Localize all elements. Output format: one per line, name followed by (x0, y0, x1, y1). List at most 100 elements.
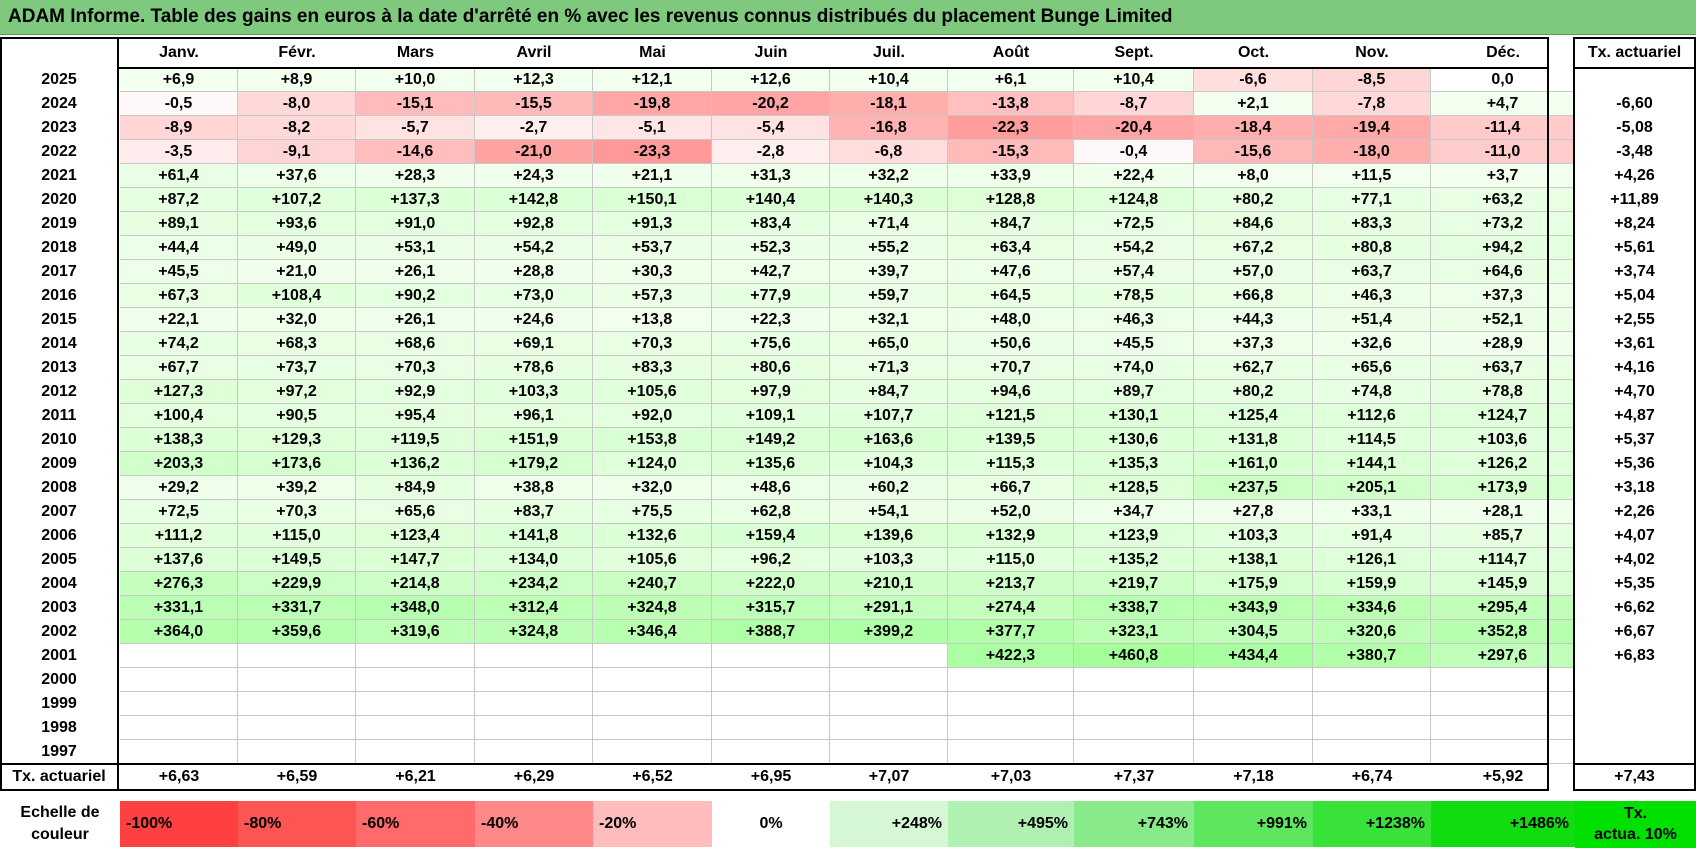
table-cell: +124,7 (1431, 404, 1575, 428)
row-tx-actuariel (1575, 716, 1694, 740)
table-cell: +295,4 (1431, 596, 1575, 620)
table-cell: +70,3 (356, 356, 475, 380)
table-cell: +331,1 (120, 596, 238, 620)
table-cell: +28,3 (356, 164, 475, 188)
footer-tx-value: +6,95 (750, 768, 792, 785)
table-cell: +75,6 (712, 332, 830, 356)
table-cell: +91,4 (1313, 524, 1431, 548)
month-header: Juil. (830, 37, 948, 68)
table-cell: +45,5 (1074, 332, 1194, 356)
table-cell: +63,7 (1313, 260, 1431, 284)
table-cell: +84,7 (948, 212, 1074, 236)
tx-legend-line2: actua. 10% (1594, 826, 1677, 843)
table-cell (1431, 692, 1575, 716)
table-cell: +109,1 (712, 404, 830, 428)
table-cell: +89,1 (120, 212, 238, 236)
table-cell: +234,2 (475, 572, 593, 596)
table-cell: +28,9 (1431, 332, 1575, 356)
color-scale-stop: +248% (830, 801, 948, 847)
row-tx-actuariel: +3,74 (1614, 263, 1655, 280)
row-tx-actuariel: +11,89 (1610, 191, 1659, 208)
table-cell (1074, 668, 1194, 692)
footer-tx-value: +6,74 (1351, 768, 1393, 785)
table-cell: +67,7 (120, 356, 238, 380)
year-label: 2011 (41, 407, 77, 424)
table-cell: +139,6 (830, 524, 948, 548)
table-cell: +132,6 (593, 524, 712, 548)
table-cell: -16,8 (830, 116, 948, 140)
row-tx-actuariel: +4,16 (1614, 359, 1655, 376)
table-cell: +145,9 (1431, 572, 1575, 596)
table-cell: +12,1 (593, 68, 712, 92)
table-cell: -6,6 (1194, 68, 1313, 92)
table-cell: +222,0 (712, 572, 830, 596)
table-cell: +66,8 (1194, 284, 1313, 308)
row-tx-actuariel: -5,08 (1616, 119, 1653, 136)
table-cell: +34,7 (1074, 500, 1194, 524)
table-cell (593, 716, 712, 740)
report-title: ADAM Informe. Table des gains en euros à… (0, 0, 1696, 35)
tx-actuariel-header: Tx. actuariel (1575, 37, 1694, 68)
color-scale-stop: -20% (593, 801, 712, 847)
table-cell: +161,0 (1194, 452, 1313, 476)
table-cell: +135,2 (1074, 548, 1194, 572)
table-cell (475, 644, 593, 668)
table-cell: -6,8 (830, 140, 948, 164)
table-cell (1313, 716, 1431, 740)
footer-tx-value: +6,52 (632, 768, 673, 785)
table-cell: +141,8 (475, 524, 593, 548)
table-cell (593, 740, 712, 764)
table-cell: +70,3 (593, 332, 712, 356)
table-cell: +130,1 (1074, 404, 1194, 428)
color-scale-label-line2: couleur (31, 826, 89, 843)
month-header: Janv. (120, 37, 238, 68)
color-scale-stop: -100% (120, 801, 238, 847)
table-cell: +91,3 (593, 212, 712, 236)
row-tx-actuariel (1575, 740, 1694, 764)
table-cell: +129,3 (238, 428, 356, 452)
table-cell: +115,0 (238, 524, 356, 548)
table-cell: +139,5 (948, 428, 1074, 452)
table-cell (356, 692, 475, 716)
table-cell (238, 644, 356, 668)
table-cell (238, 692, 356, 716)
table-cell: +48,0 (948, 308, 1074, 332)
table-cell (1313, 740, 1431, 764)
table-cell: +24,3 (475, 164, 593, 188)
footer-label: Tx. actuariel (12, 768, 106, 785)
row-tx-actuariel: +3,18 (1614, 479, 1655, 496)
table-cell: +422,3 (948, 644, 1074, 668)
year-label: 2014 (41, 335, 77, 352)
month-header: Oct. (1194, 37, 1313, 68)
month-header: Mars (356, 37, 475, 68)
table-cell: +78,6 (475, 356, 593, 380)
table-cell: +22,4 (1074, 164, 1194, 188)
year-label: 2000 (41, 671, 77, 688)
table-cell: +173,6 (238, 452, 356, 476)
table-cell: +126,2 (1431, 452, 1575, 476)
table-cell: +92,9 (356, 380, 475, 404)
row-tx-actuariel: +5,37 (1614, 431, 1655, 448)
table-cell: 0,0 (1431, 68, 1575, 92)
table-cell: +108,4 (238, 284, 356, 308)
table-cell: +153,8 (593, 428, 712, 452)
row-tx-actuariel: +6,62 (1614, 599, 1655, 616)
table-cell: +78,8 (1431, 380, 1575, 404)
table-cell: +74,0 (1074, 356, 1194, 380)
table-cell: +10,0 (356, 68, 475, 92)
table-cell: -8,9 (120, 116, 238, 140)
row-tx-actuariel: +5,35 (1614, 575, 1655, 592)
table-cell: +343,9 (1194, 596, 1313, 620)
footer-tx-value: +6,29 (513, 768, 555, 785)
table-cell (712, 692, 830, 716)
table-cell: +210,1 (830, 572, 948, 596)
table-cell: +151,9 (475, 428, 593, 452)
table-cell: +83,3 (1313, 212, 1431, 236)
table-cell: +57,0 (1194, 260, 1313, 284)
color-scale-stop: +1238% (1313, 801, 1431, 847)
table-cell: +175,9 (1194, 572, 1313, 596)
table-cell: +66,7 (948, 476, 1074, 500)
year-label: 2003 (41, 599, 77, 616)
table-cell: +51,4 (1313, 308, 1431, 332)
table-cell: +8,0 (1194, 164, 1313, 188)
